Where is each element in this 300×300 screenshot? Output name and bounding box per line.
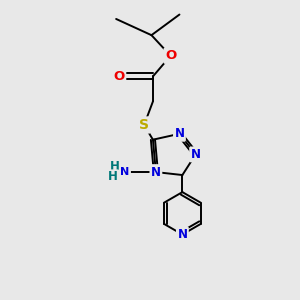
Text: N: N [151,166,161,178]
Text: N: N [174,127,184,140]
Text: H: H [110,160,120,173]
Text: N: N [190,148,201,161]
Text: N: N [120,167,130,177]
Text: N: N [177,228,188,241]
Text: O: O [165,49,176,62]
Text: H: H [108,170,118,183]
Text: O: O [113,70,125,83]
Text: S: S [139,118,149,132]
